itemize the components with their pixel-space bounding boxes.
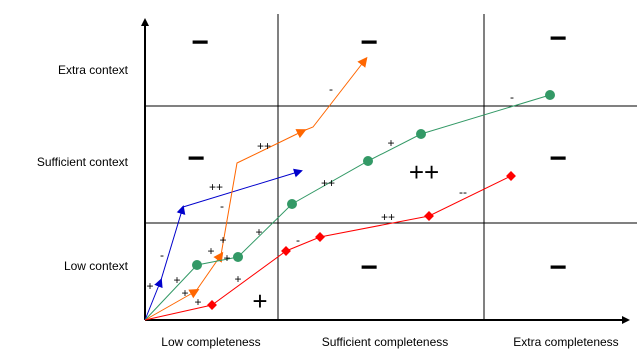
annotation: - bbox=[329, 82, 333, 96]
annotation: + bbox=[219, 233, 226, 247]
annotation: + bbox=[223, 251, 230, 265]
y-label-low: Low context bbox=[64, 259, 129, 273]
cell-mark-suf-low: − bbox=[360, 251, 378, 284]
annotation: + bbox=[181, 286, 188, 300]
cell-mark-ext-suf: − bbox=[549, 142, 567, 175]
annotation: + bbox=[234, 272, 241, 286]
annotation: ++ bbox=[381, 210, 395, 224]
cell-mark-suf-extra: − bbox=[360, 26, 378, 59]
blue-path-segment-2 bbox=[160, 205, 186, 281]
green-point bbox=[192, 260, 202, 270]
cell-mark-ext-low: − bbox=[549, 251, 567, 284]
green-path bbox=[144, 94, 551, 321]
green-point bbox=[287, 199, 297, 209]
x-label-low: Low completeness bbox=[161, 335, 260, 349]
x-label-sufficient: Sufficient completeness bbox=[322, 335, 449, 349]
annotation: + bbox=[387, 136, 394, 150]
red-point bbox=[281, 246, 291, 256]
annotation: - bbox=[220, 199, 224, 213]
y-label-sufficient: Sufficient context bbox=[37, 155, 129, 169]
green-point bbox=[233, 252, 243, 262]
cell-mark-low-low: + bbox=[252, 286, 267, 316]
annotation: - bbox=[160, 248, 164, 262]
orange-path-segment-4 bbox=[302, 56, 368, 132]
red-point bbox=[506, 171, 516, 181]
green-point bbox=[363, 156, 373, 166]
y-label-extra: Extra context bbox=[58, 63, 129, 77]
annotation: ++ bbox=[257, 139, 271, 153]
red-point bbox=[424, 211, 434, 221]
cell-mark-low-suf: − bbox=[187, 142, 205, 175]
green-point bbox=[545, 90, 555, 100]
orange-path-segment-1 bbox=[144, 289, 200, 321]
red-path-markers bbox=[207, 171, 516, 310]
annotation: -- bbox=[459, 185, 467, 199]
annotation: - bbox=[510, 90, 514, 104]
cell-mark-ext-extra: − bbox=[549, 22, 567, 55]
annotation: ++ bbox=[321, 176, 335, 190]
cell-mark-suf-suf: ++ bbox=[409, 157, 439, 187]
x-label-extra: Extra completeness bbox=[513, 335, 618, 349]
red-point bbox=[315, 232, 325, 242]
blue-path-segment-1 bbox=[144, 278, 163, 321]
green-path-markers bbox=[192, 90, 555, 270]
green-point bbox=[416, 129, 426, 139]
annotation: + bbox=[146, 279, 153, 293]
annotation: + bbox=[207, 244, 214, 258]
annotation: + bbox=[173, 273, 180, 287]
orange-path-segment-2 bbox=[195, 251, 224, 292]
annotation: - bbox=[296, 233, 300, 247]
blue-path-segment-3 bbox=[182, 168, 303, 208]
orange-path-segment-3 bbox=[220, 129, 307, 256]
cell-mark-low-extra: − bbox=[191, 26, 209, 59]
red-path bbox=[144, 175, 512, 321]
annotation: ++ bbox=[209, 180, 223, 194]
annotation: + bbox=[255, 225, 262, 239]
red-point bbox=[207, 300, 217, 310]
annotation: + bbox=[194, 295, 201, 309]
